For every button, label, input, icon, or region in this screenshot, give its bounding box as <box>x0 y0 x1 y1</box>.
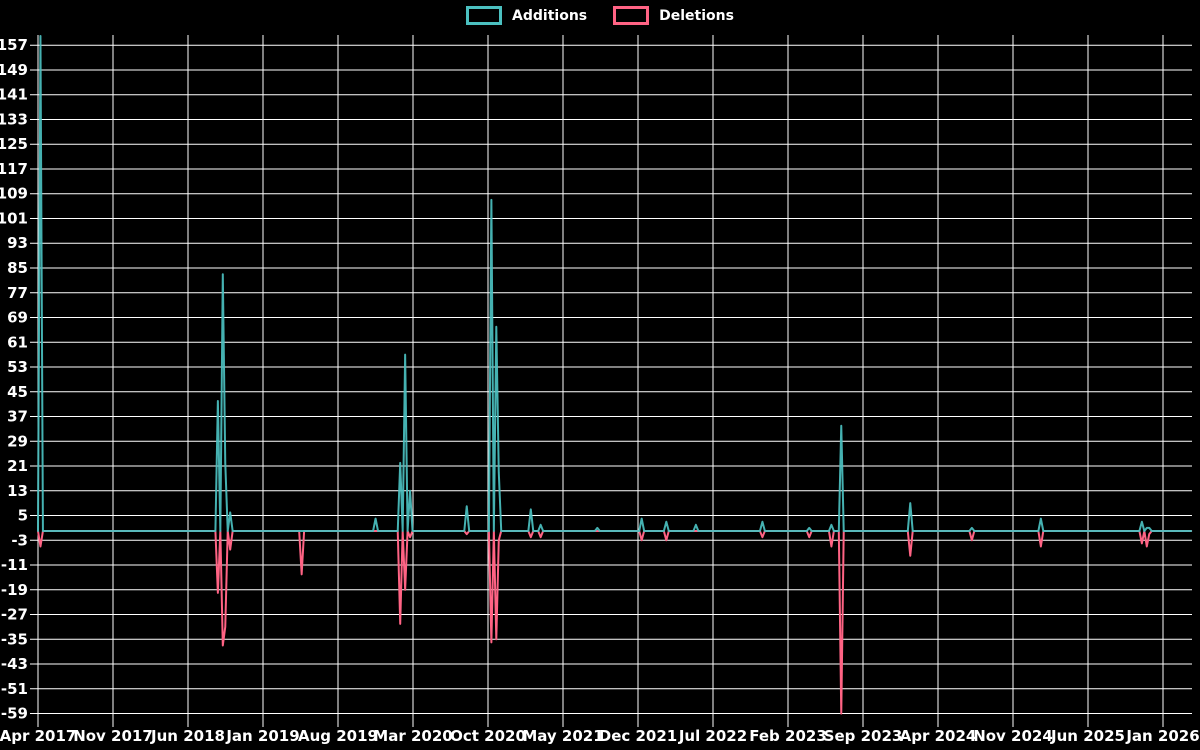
x-axis-tick-label: Apr 2017 <box>0 727 76 745</box>
y-axis-tick-label: 149 <box>0 61 28 79</box>
chart-legend: Additions Deletions <box>0 6 1200 25</box>
y-axis-tick-label: 45 <box>7 383 28 401</box>
y-axis-tick-label: 85 <box>7 259 28 277</box>
y-axis-tick-label: 117 <box>0 160 28 178</box>
additions-line <box>37 34 1193 532</box>
y-axis-tick-label: 77 <box>7 284 28 302</box>
legend-label-deletions: Deletions <box>659 7 734 24</box>
x-axis-tick-label: May 2021 <box>522 727 603 745</box>
deletions-line <box>37 530 1193 715</box>
x-axis-tick-label: Jan 2026 <box>1125 727 1199 745</box>
x-axis-tick-label: Oct 2020 <box>450 727 526 745</box>
x-axis-tick-label: Mar 2020 <box>373 727 452 745</box>
x-axis-tick-label: Feb 2023 <box>749 727 827 745</box>
legend-item-additions[interactable]: Additions <box>466 6 587 25</box>
y-axis-tick-label: -11 <box>1 556 28 574</box>
x-axis-tick-label: Sep 2023 <box>824 727 903 745</box>
y-axis-tick-label: -51 <box>1 680 28 698</box>
y-axis-tick-label: 109 <box>0 185 28 203</box>
x-axis-tick-label: Nov 2024 <box>973 727 1053 745</box>
axis-labels: 157 149 141 133 125 117 109 101 93 85 77 69 61 53 45 37… <box>0 36 1200 745</box>
y-axis-tick-label: 5 <box>18 507 28 525</box>
y-axis-tick-label: 53 <box>7 358 28 376</box>
legend-item-deletions[interactable]: Deletions <box>613 6 734 25</box>
y-axis-tick-label: 21 <box>7 457 28 475</box>
deletions-swatch-icon <box>613 6 650 25</box>
y-axis-tick-label: 125 <box>0 135 28 153</box>
y-axis-tick-label: 101 <box>0 209 28 227</box>
y-axis-tick-label: 37 <box>7 408 28 426</box>
y-axis-tick-label: -19 <box>1 581 28 599</box>
y-axis-tick-label: -3 <box>11 531 28 549</box>
x-axis-tick-label: Jan 2019 <box>225 727 299 745</box>
x-axis-tick-label: Apr 2024 <box>900 727 977 745</box>
x-axis-tick-label: Jul 2022 <box>678 727 747 745</box>
y-axis-tick-label: -43 <box>1 655 28 673</box>
x-axis-tick-label: Nov 2017 <box>73 727 153 745</box>
additions-swatch-icon <box>466 6 503 25</box>
y-axis-tick-label: 61 <box>7 333 28 351</box>
y-axis-tick-label: 93 <box>7 234 28 252</box>
x-axis-tick-label: Dec 2021 <box>599 727 678 745</box>
y-axis-tick-label: 13 <box>7 482 28 500</box>
y-axis-tick-label: 141 <box>0 86 28 104</box>
x-axis-tick-label: Jun 2018 <box>150 727 225 745</box>
y-axis-tick-label: -27 <box>1 606 28 624</box>
y-axis-tick-label: 133 <box>0 110 28 128</box>
y-axis-tick-label: 157 <box>0 36 28 54</box>
series-lines <box>37 34 1193 715</box>
y-axis-tick-label: -35 <box>1 630 28 648</box>
x-axis-tick-label: Aug 2019 <box>298 727 378 745</box>
gridlines <box>30 35 1192 727</box>
y-axis-tick-label: -59 <box>1 705 28 723</box>
y-axis-tick-label: 69 <box>7 309 28 327</box>
legend-label-additions: Additions <box>512 7 588 24</box>
x-axis-tick-label: Jun 2025 <box>1050 727 1125 745</box>
y-axis-tick-label: 29 <box>7 432 28 450</box>
